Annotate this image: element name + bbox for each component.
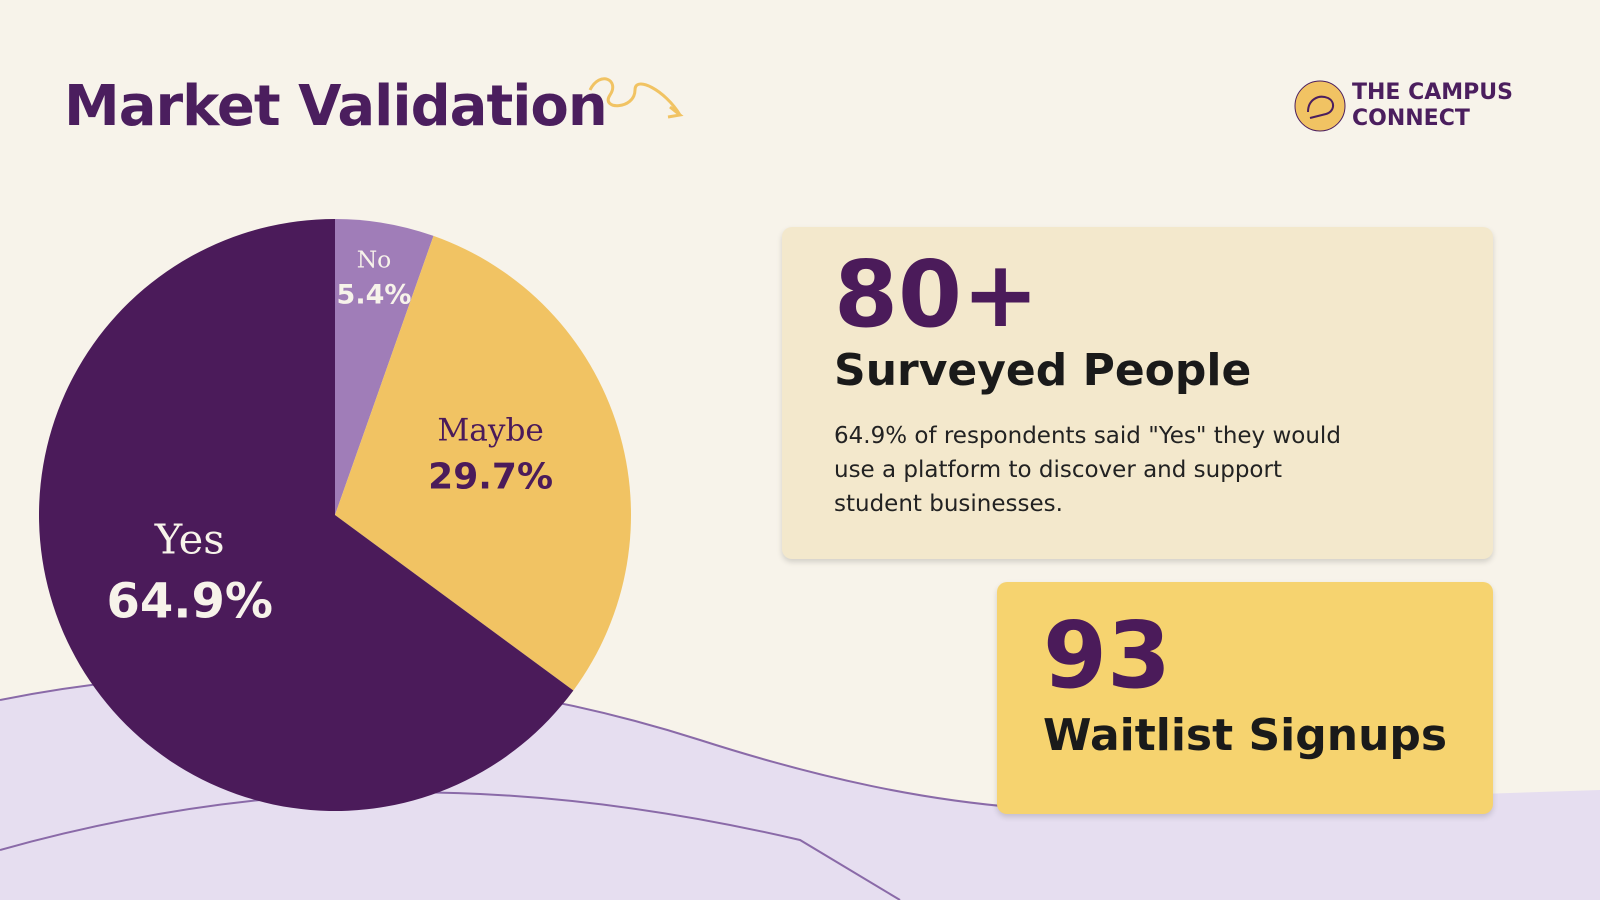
stat-number: 80+ [834, 241, 1040, 348]
logo-line: CONNECT [1352, 106, 1470, 131]
slide-title: Market Validation [64, 74, 608, 139]
slice-category: No [357, 246, 392, 274]
stat-card: 80+ Surveyed People 64.9% of respondents… [782, 227, 1493, 559]
logo-text: THE CAMPUS CONNECT [1352, 80, 1513, 132]
slice-value-label: 5.4% [337, 280, 412, 311]
slice-category: Yes [154, 514, 225, 563]
slice-category: Maybe [437, 413, 544, 449]
slice-value-label: 64.9% [106, 573, 273, 629]
stat-text: 64.9% of respondents said "Yes" they wou… [834, 423, 1341, 517]
logo-line: THE CAMPUS [1352, 80, 1514, 105]
logo-icon [1294, 80, 1346, 132]
pie-slice [335, 235, 631, 691]
pie-slice [335, 219, 434, 515]
stat-label: Waitlist Signups [1043, 710, 1448, 761]
stat-label: Surveyed People [834, 345, 1252, 396]
stat-card: 93 Waitlist Signups [997, 582, 1493, 814]
slice-value-label: 29.7% [428, 457, 553, 498]
logo-icon-glyph [1307, 95, 1334, 119]
stat-number: 93 [1043, 602, 1172, 709]
pie-slice [39, 219, 574, 811]
doodle-arrow [588, 77, 684, 119]
